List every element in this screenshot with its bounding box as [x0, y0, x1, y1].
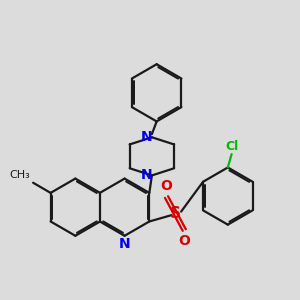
Text: CH₃: CH₃ — [10, 170, 31, 180]
Text: N: N — [140, 130, 152, 144]
Text: N: N — [140, 168, 152, 182]
Text: S: S — [170, 206, 181, 221]
Text: O: O — [160, 179, 172, 193]
Text: Cl: Cl — [225, 140, 238, 152]
Text: N: N — [119, 237, 130, 251]
Text: O: O — [178, 234, 190, 248]
